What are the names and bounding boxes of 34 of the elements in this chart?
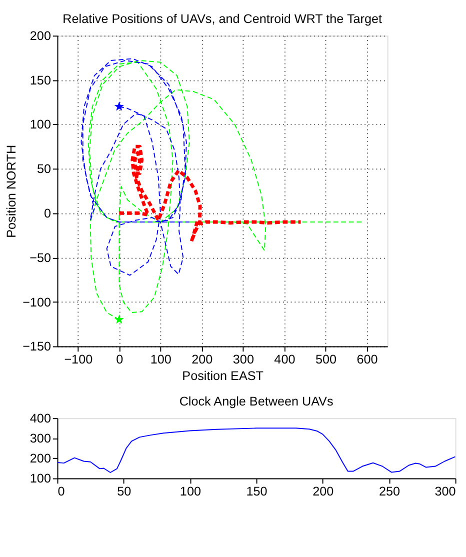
y-tick-label: 100 bbox=[30, 118, 51, 132]
y-tick-label: 100 bbox=[30, 472, 51, 486]
line-series bbox=[57, 428, 456, 473]
x-tick-label: 500 bbox=[315, 352, 336, 366]
x-tick-label: −100 bbox=[64, 352, 93, 366]
x-tick-label: 600 bbox=[356, 352, 378, 366]
y-tick-label: 400 bbox=[30, 411, 51, 426]
y-tick-label: 300 bbox=[30, 432, 51, 446]
x-tick-label: 300 bbox=[232, 352, 254, 366]
x-tick-label: 0 bbox=[116, 352, 124, 366]
x-axis-title: Position EAST bbox=[182, 368, 264, 383]
chart-title: Relative Positions of UAVs, and Centroid WRT the Target bbox=[62, 12, 382, 26]
y-tick-label: 200 bbox=[30, 452, 51, 466]
x-tick-label: 0 bbox=[58, 484, 65, 498]
line-series bbox=[117, 144, 302, 244]
y-tick-label: −150 bbox=[22, 340, 51, 354]
y-tick-label: −50 bbox=[30, 250, 51, 265]
y-tick-label: 0 bbox=[44, 206, 51, 220]
x-tick-label: 50 bbox=[117, 484, 132, 498]
x-tick-label: 100 bbox=[180, 484, 201, 498]
y-tick-label: −100 bbox=[22, 295, 51, 310]
y-tick-label: 50 bbox=[36, 162, 51, 176]
y-tick-label: 200 bbox=[30, 28, 51, 43]
y-tick-label: 150 bbox=[30, 73, 51, 88]
x-tick-label: 200 bbox=[192, 352, 213, 366]
x-tick-label: 100 bbox=[150, 352, 172, 366]
x-tick-label: 200 bbox=[312, 484, 334, 498]
chart-title: Clock Angle Between UAVs bbox=[179, 394, 334, 408]
line-series bbox=[80, 58, 190, 276]
x-tick-label: 300 bbox=[434, 484, 456, 498]
x-tick-label: 400 bbox=[274, 352, 296, 366]
x-tick-label: 250 bbox=[378, 484, 400, 498]
x-tick-label: 150 bbox=[246, 484, 268, 498]
y-axis-title: Position NORTH bbox=[4, 144, 19, 238]
